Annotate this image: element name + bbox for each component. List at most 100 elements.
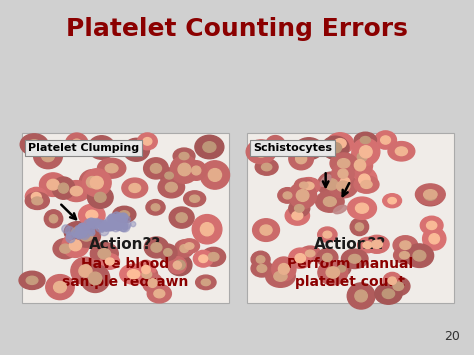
Ellipse shape [122, 178, 148, 198]
Circle shape [96, 220, 104, 228]
Ellipse shape [151, 243, 162, 252]
Ellipse shape [54, 282, 66, 293]
Circle shape [108, 214, 118, 224]
Circle shape [80, 224, 89, 233]
Ellipse shape [329, 143, 342, 153]
Ellipse shape [387, 277, 410, 296]
Circle shape [105, 223, 113, 230]
Ellipse shape [289, 248, 312, 268]
Circle shape [117, 218, 123, 224]
Ellipse shape [289, 148, 313, 170]
Ellipse shape [271, 141, 280, 150]
Circle shape [62, 225, 70, 233]
Circle shape [114, 223, 121, 230]
Ellipse shape [170, 155, 199, 183]
Ellipse shape [196, 275, 216, 290]
Ellipse shape [347, 283, 375, 309]
Ellipse shape [304, 182, 314, 190]
Ellipse shape [183, 191, 206, 207]
Circle shape [104, 220, 109, 225]
Circle shape [118, 218, 124, 224]
Ellipse shape [325, 179, 338, 190]
Ellipse shape [119, 211, 129, 218]
Ellipse shape [72, 227, 84, 237]
Ellipse shape [350, 218, 369, 236]
Ellipse shape [62, 233, 89, 257]
Circle shape [115, 213, 124, 222]
Ellipse shape [417, 186, 444, 206]
Ellipse shape [79, 265, 92, 277]
Circle shape [78, 223, 88, 233]
Ellipse shape [203, 142, 216, 152]
Ellipse shape [88, 186, 113, 208]
Ellipse shape [429, 234, 439, 244]
Text: Platelet Counting Errors: Platelet Counting Errors [66, 17, 408, 41]
Ellipse shape [179, 239, 200, 253]
Ellipse shape [143, 273, 163, 293]
Ellipse shape [347, 197, 376, 219]
Circle shape [65, 226, 74, 235]
Ellipse shape [165, 182, 177, 192]
Circle shape [113, 218, 117, 222]
Ellipse shape [160, 168, 179, 183]
Circle shape [116, 215, 120, 220]
Ellipse shape [349, 255, 361, 263]
Ellipse shape [395, 147, 408, 155]
Circle shape [115, 219, 123, 228]
Ellipse shape [201, 247, 226, 266]
Ellipse shape [251, 260, 273, 277]
Ellipse shape [283, 192, 292, 199]
Ellipse shape [251, 251, 270, 268]
Ellipse shape [424, 190, 437, 199]
Ellipse shape [89, 272, 102, 285]
Ellipse shape [71, 257, 100, 285]
Ellipse shape [79, 170, 105, 195]
Ellipse shape [208, 252, 219, 261]
Circle shape [113, 221, 120, 228]
Ellipse shape [174, 260, 185, 270]
Circle shape [114, 221, 122, 230]
Ellipse shape [297, 178, 320, 194]
Ellipse shape [137, 133, 157, 150]
Ellipse shape [253, 219, 280, 241]
Ellipse shape [150, 164, 162, 173]
Circle shape [110, 222, 117, 228]
Ellipse shape [415, 184, 445, 205]
Circle shape [109, 221, 117, 230]
Circle shape [117, 224, 122, 229]
Ellipse shape [70, 186, 82, 196]
Circle shape [99, 222, 107, 230]
Ellipse shape [355, 223, 364, 231]
Ellipse shape [255, 159, 278, 175]
Ellipse shape [371, 240, 383, 248]
Ellipse shape [164, 248, 172, 256]
Circle shape [99, 220, 104, 225]
Ellipse shape [318, 260, 348, 285]
Circle shape [117, 214, 126, 223]
Ellipse shape [354, 176, 379, 193]
Ellipse shape [46, 275, 74, 300]
Ellipse shape [123, 138, 149, 161]
Circle shape [88, 226, 95, 234]
Ellipse shape [42, 150, 55, 162]
Ellipse shape [295, 254, 306, 263]
Circle shape [99, 226, 109, 236]
Ellipse shape [334, 205, 347, 214]
Circle shape [121, 214, 128, 221]
Ellipse shape [81, 264, 110, 293]
Circle shape [108, 226, 112, 231]
Circle shape [82, 233, 87, 238]
Ellipse shape [383, 272, 401, 289]
Ellipse shape [413, 250, 426, 261]
Ellipse shape [381, 136, 391, 144]
Ellipse shape [289, 182, 317, 209]
Ellipse shape [318, 172, 346, 197]
Ellipse shape [388, 197, 396, 204]
Circle shape [109, 217, 116, 224]
Circle shape [89, 230, 95, 236]
Circle shape [121, 224, 126, 229]
Ellipse shape [400, 252, 410, 259]
Ellipse shape [274, 271, 287, 281]
Text: Schistocytes: Schistocytes [253, 143, 332, 153]
Ellipse shape [19, 271, 45, 289]
